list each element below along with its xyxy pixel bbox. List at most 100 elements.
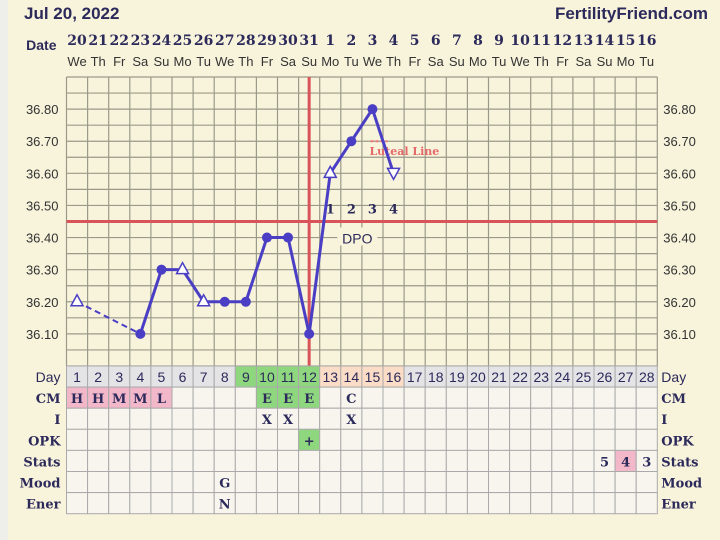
row-cell	[87, 428, 110, 451]
row-cell	[234, 471, 257, 494]
weekday: We	[363, 54, 382, 69]
day-number: 19	[449, 369, 465, 385]
day-number: 27	[618, 369, 634, 385]
row-cell	[488, 386, 511, 409]
row-cell	[171, 407, 194, 430]
dpo-bg	[337, 227, 378, 246]
row-cell	[509, 386, 532, 409]
temp-point-open	[196, 293, 211, 307]
row-cell	[466, 492, 489, 515]
day-number: 14	[344, 369, 360, 385]
row-cell	[108, 428, 131, 451]
cell-value: H	[71, 392, 83, 407]
row-cell	[466, 428, 489, 451]
row-cell	[572, 492, 595, 515]
day-number: 11	[281, 369, 296, 385]
date-number: 1	[325, 33, 335, 49]
weekday: Sa	[575, 54, 592, 69]
row-cell	[614, 471, 637, 494]
row-cell	[382, 428, 405, 451]
row-cell	[424, 492, 447, 515]
temp-point	[156, 264, 167, 275]
date-number: 16	[637, 33, 656, 49]
cell-value: N	[219, 498, 231, 513]
cell-value: M	[133, 392, 147, 407]
row-cell	[298, 471, 321, 494]
row-cell	[255, 492, 278, 515]
date-number: 30	[278, 33, 298, 49]
date-number: 24	[152, 33, 172, 49]
row-cell	[129, 407, 152, 430]
row-cell	[87, 449, 110, 472]
row-cell	[192, 386, 215, 409]
day-number: 2	[94, 369, 102, 385]
row-cell	[509, 471, 532, 494]
site-logo[interactable]: FertilityFriend.com	[554, 4, 708, 23]
temp-point	[367, 104, 378, 115]
day-number: 20	[470, 369, 486, 385]
row-cell	[530, 386, 553, 409]
date-number: 27	[215, 33, 234, 49]
row-cell	[171, 386, 194, 409]
y-tick-left: 36.60	[26, 166, 59, 181]
temp-point-open	[175, 261, 190, 275]
row-cell	[551, 492, 574, 515]
row-cell	[572, 471, 595, 494]
row-cell	[129, 492, 152, 515]
row-cell	[150, 492, 173, 515]
day-number: 5	[158, 369, 166, 385]
row-cell	[593, 386, 616, 409]
row-cell	[319, 428, 342, 451]
day-number: 6	[179, 369, 187, 385]
date-number: 14	[595, 33, 615, 49]
y-tick-right: 36.70	[663, 134, 696, 149]
row-cell	[530, 407, 553, 430]
y-tick-left: 36.70	[26, 134, 59, 149]
day-number: 4	[136, 369, 144, 385]
row-cell	[361, 386, 384, 409]
day-number: 23	[533, 369, 549, 385]
date-number: 11	[532, 33, 551, 49]
row-cell	[66, 471, 89, 494]
day-number: 16	[386, 369, 402, 385]
row-cell	[424, 428, 447, 451]
row-cell	[424, 407, 447, 430]
row-cell	[298, 492, 321, 515]
day-number: 21	[491, 369, 507, 385]
row-cell	[509, 492, 532, 515]
weekday: Tu	[492, 54, 507, 69]
row-cell	[466, 407, 489, 430]
row-cell	[551, 407, 574, 430]
date-number: 28	[236, 33, 255, 49]
cell-value: C	[346, 392, 356, 407]
row-cell	[445, 471, 468, 494]
row-cell	[213, 428, 236, 451]
row-cell	[108, 449, 131, 472]
temp-point	[261, 232, 272, 243]
temp-point	[346, 136, 357, 147]
y-tick-left: 36.80	[26, 102, 59, 117]
day-number: 13	[322, 369, 338, 385]
row-cell	[445, 407, 468, 430]
row-cell	[530, 449, 553, 472]
row-cell	[361, 407, 384, 430]
date-number: 4	[389, 33, 399, 49]
row-cell	[572, 407, 595, 430]
row-cell	[530, 471, 553, 494]
row-cell	[150, 471, 173, 494]
cell-value: G	[219, 477, 230, 492]
row-cell	[593, 428, 616, 451]
row-cell	[382, 407, 405, 430]
row-cell	[319, 471, 342, 494]
row-cell	[319, 449, 342, 472]
weekday: Su	[301, 54, 317, 69]
temp-line-segment	[138, 269, 163, 335]
temp-point	[135, 328, 146, 339]
y-tick-right: 36.20	[663, 295, 696, 310]
row-cell	[255, 471, 278, 494]
row-label-right-cm: CM	[661, 392, 686, 407]
dpo-text: DPO	[342, 231, 372, 247]
row-cell	[424, 386, 447, 409]
day-number: 18	[428, 369, 444, 385]
temp-point	[283, 232, 294, 243]
